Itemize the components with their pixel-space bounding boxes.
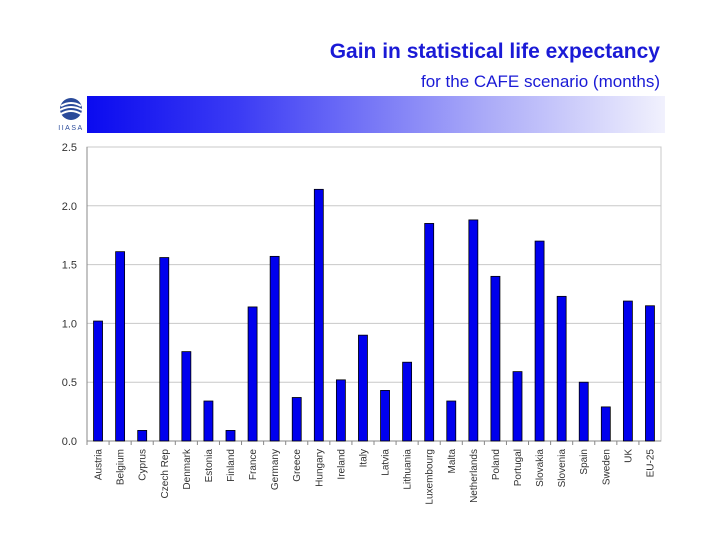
x-tick-label: Finland	[226, 449, 237, 482]
x-tick-label: Netherlands	[469, 449, 480, 503]
bar	[622, 300, 633, 442]
x-tick-label: Lithuania	[403, 449, 414, 490]
bar	[578, 381, 589, 442]
bar	[490, 275, 501, 442]
x-tick-label: Belgium	[116, 449, 127, 485]
x-tick-label: EU-25	[645, 449, 656, 478]
y-tick-label: 1.0	[62, 318, 77, 330]
y-tick-label: 0.5	[62, 377, 77, 389]
x-tick-label: Austria	[94, 449, 105, 481]
y-tick-label: 1.5	[62, 260, 77, 272]
bar	[600, 406, 611, 442]
x-tick-label: Germany	[270, 449, 281, 490]
bar	[225, 430, 236, 442]
y-tick-label: 2.5	[62, 142, 77, 154]
bar	[512, 371, 523, 442]
x-tick-label: Slovakia	[535, 449, 546, 487]
x-tick-label: Italy	[358, 449, 369, 467]
y-tick-label: 0.0	[62, 436, 77, 448]
bar	[424, 223, 435, 442]
bar	[446, 400, 457, 442]
bar	[645, 305, 655, 442]
x-tick-label: Portugal	[513, 449, 524, 486]
chart-title: Gain in statistical life expectancy	[329, 40, 660, 63]
bar	[93, 320, 103, 442]
bar	[181, 351, 192, 442]
bar	[291, 397, 302, 442]
x-tick-label: Greece	[292, 449, 303, 482]
iiasa-logo: IIASA	[55, 96, 87, 133]
bar	[269, 255, 280, 442]
x-tick-label: Cyprus	[138, 449, 149, 481]
bar	[137, 430, 148, 442]
x-tick-label: Sweden	[601, 449, 612, 485]
plot-frame	[86, 146, 662, 442]
bar	[203, 400, 214, 442]
chart-subtitle: for the CAFE scenario (months)	[420, 72, 660, 91]
bar	[358, 334, 368, 442]
x-tick-label: Hungary	[314, 449, 325, 487]
x-tick-label: Malta	[447, 449, 458, 474]
bar	[159, 257, 170, 442]
x-tick-label: Czech Rep	[160, 449, 171, 499]
x-tick-label: Latvia	[381, 449, 392, 476]
x-tick-label: France	[248, 449, 259, 481]
x-tick-label: Spain	[579, 449, 590, 475]
bar	[335, 379, 346, 442]
bars	[93, 188, 655, 442]
gridlines	[86, 146, 662, 442]
bar	[115, 251, 126, 442]
x-tick-label: Slovenia	[557, 449, 568, 488]
x-tick-label: Ireland	[336, 449, 347, 480]
bar	[556, 295, 567, 442]
x-tick-label: Poland	[491, 449, 502, 480]
bar	[468, 219, 479, 442]
x-tick-label: Luxembourg	[425, 449, 436, 505]
bar	[534, 240, 545, 442]
bar	[380, 390, 390, 442]
x-tick-label: Denmark	[182, 448, 193, 490]
category-labels: Austria Belgium Cyprus Czech Rep Denmark Esto…	[94, 448, 657, 505]
logo-text: IIASA	[58, 125, 83, 132]
bar	[247, 306, 258, 442]
bar	[313, 188, 324, 442]
y-tick-label: 2.0	[62, 201, 77, 213]
x-tick-label: UK	[623, 449, 634, 463]
bar	[402, 361, 413, 442]
x-tick-label: Estonia	[204, 449, 215, 483]
header-banner	[55, 96, 665, 133]
